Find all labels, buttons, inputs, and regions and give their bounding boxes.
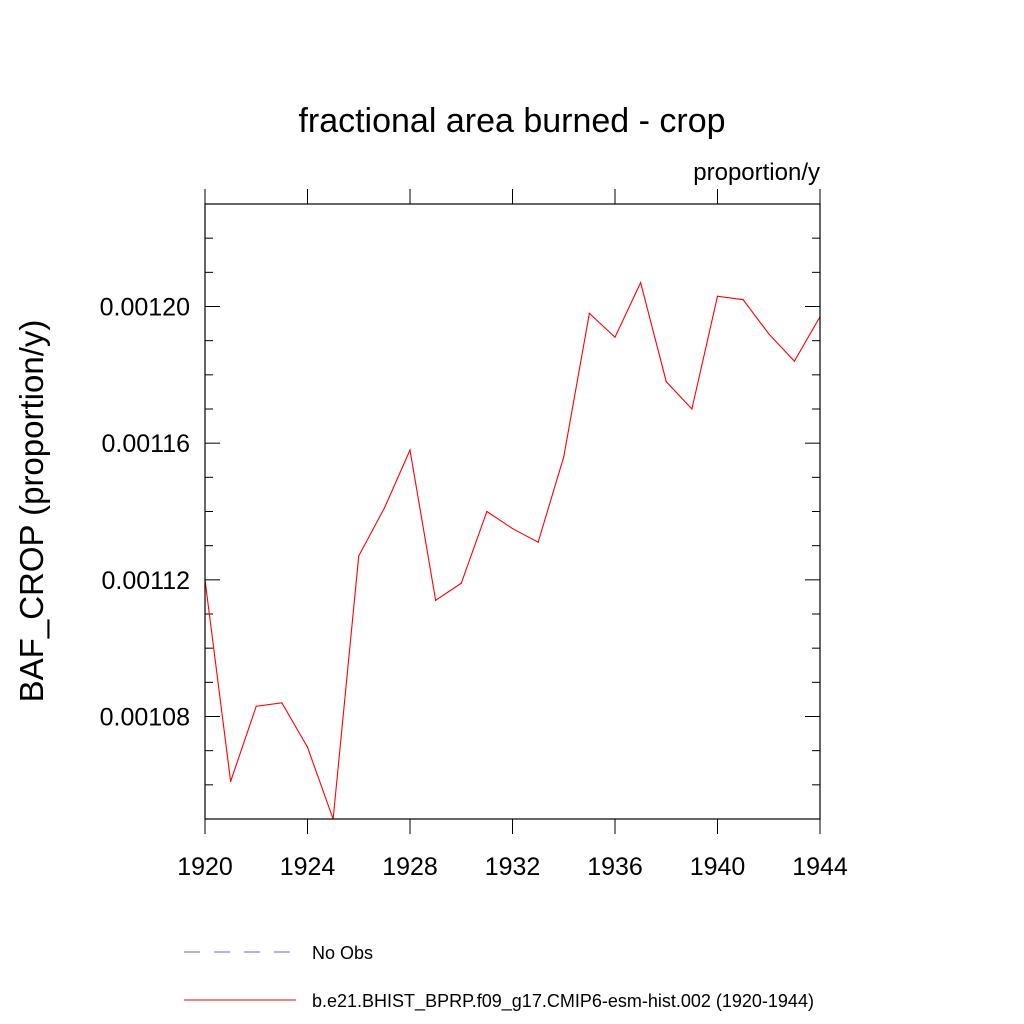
y-axis-label: BAF_CROP (proportion/y) (13, 320, 50, 703)
axis-ticks: 1920 1924 1928 1932 1936 1940 1944 0.00108 0.001… (100, 189, 848, 881)
data-point (691, 408, 693, 410)
data-point (281, 702, 283, 704)
data-point (358, 555, 360, 557)
data-point (435, 599, 437, 601)
data-point (460, 582, 462, 584)
data-point (665, 381, 667, 383)
series-line (204, 280, 821, 820)
data-point (537, 541, 539, 543)
data-point (640, 281, 642, 284)
legend-label: b.e21.BHIST_BPRP.f09_g17.CMIP6-esm-hist.… (312, 991, 814, 1012)
data-point (768, 333, 770, 335)
y-tick-label: 0.00116 (101, 430, 190, 458)
x-tick-label: 1924 (280, 853, 336, 881)
data-point (486, 510, 488, 513)
x-tick-label: 1928 (382, 853, 438, 881)
plot-frame (204, 203, 821, 820)
y-tick-label: 0.00112 (101, 567, 190, 595)
x-tick-label: 1944 (792, 853, 848, 881)
y-tick-label: 0.00108 (100, 704, 190, 732)
data-point (563, 456, 565, 458)
data-point (614, 336, 616, 338)
data-point (793, 360, 795, 362)
data-point (383, 507, 385, 509)
plot-area (204, 280, 821, 820)
data-point (230, 780, 232, 783)
data-point (255, 705, 257, 707)
legend: No Obs b.e21.BHIST_BPRP.f09_g17.CMIP6-esm… (184, 943, 814, 1012)
data-point (511, 527, 514, 530)
data-point (409, 449, 411, 451)
chart-title: fractional area burned - crop (298, 102, 725, 140)
legend-label: No Obs (312, 943, 373, 963)
x-tick-label: 1920 (177, 853, 233, 881)
data-point (742, 299, 744, 301)
y-tick-label: 0.00120 (100, 294, 190, 322)
x-tick-label: 1936 (587, 853, 643, 881)
data-point (588, 312, 590, 314)
x-tick-label: 1932 (485, 853, 541, 881)
units-label: proportion/y (693, 159, 820, 186)
data-point (306, 746, 309, 748)
x-tick-label: 1940 (690, 853, 746, 881)
data-point (716, 295, 719, 297)
